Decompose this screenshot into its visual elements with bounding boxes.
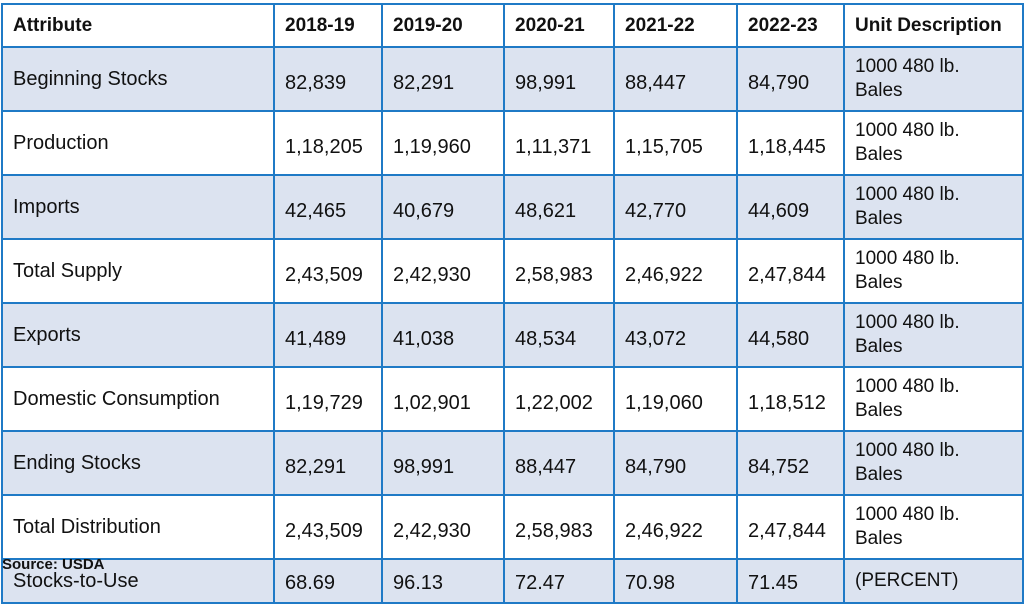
header-year: 2022-23 [736, 3, 845, 48]
row-value: 70.98 [613, 558, 738, 604]
table-row: Ending Stocks 82,291 98,991 88,447 84,790 84,… [1, 430, 1024, 496]
row-attribute: Total Distribution [1, 494, 275, 560]
row-unit: 1000 480 lb. Bales [843, 366, 1024, 432]
row-value: 1,19,960 [381, 110, 505, 176]
row-value: 1,19,729 [273, 366, 383, 432]
row-value: 41,489 [273, 302, 383, 368]
row-attribute: Total Supply [1, 238, 275, 304]
header-year: 2021-22 [613, 3, 738, 48]
row-value: 82,291 [273, 430, 383, 496]
row-value: 72.47 [503, 558, 615, 604]
row-unit: 1000 480 lb. Bales [843, 46, 1024, 112]
row-value: 88,447 [503, 430, 615, 496]
header-year: 2020-21 [503, 3, 615, 48]
row-value: 88,447 [613, 46, 738, 112]
table-row: Exports 41,489 41,038 48,534 43,072 44,580 100… [1, 302, 1024, 368]
source-note: Source: USDA [2, 556, 105, 573]
row-value: 96.13 [381, 558, 505, 604]
row-value: 2,43,509 [273, 238, 383, 304]
row-value: 84,790 [613, 430, 738, 496]
row-unit: 1000 480 lb. Bales [843, 174, 1024, 240]
row-unit: (PERCENT) [843, 558, 1024, 604]
row-unit: 1000 480 lb. Bales [843, 238, 1024, 304]
header-attribute: Attribute [1, 3, 275, 48]
row-value: 1,15,705 [613, 110, 738, 176]
table-row: Beginning Stocks 82,839 82,291 98,991 88,447… [1, 46, 1024, 112]
row-value: 48,621 [503, 174, 615, 240]
table-row: Production 1,18,205 1,19,960 1,11,371 1,15,7… [1, 110, 1024, 176]
row-value: 71.45 [736, 558, 845, 604]
row-value: 2,46,922 [613, 238, 738, 304]
row-value: 41,038 [381, 302, 505, 368]
table-row: Total Supply 2,43,509 2,42,930 2,58,983 2,46… [1, 238, 1024, 304]
row-value: 2,42,930 [381, 494, 505, 560]
row-value: 2,43,509 [273, 494, 383, 560]
table-row: Stocks-to-Use 68.69 96.13 72.47 70.98 71.45 (P… [1, 558, 1024, 604]
table-row: Total Distribution 2,43,509 2,42,930 2,58,9… [1, 494, 1024, 560]
row-value: 44,609 [736, 174, 845, 240]
header-unit-description: Unit Description [843, 3, 1024, 48]
row-value: 2,58,983 [503, 238, 615, 304]
row-value: 1,19,060 [613, 366, 738, 432]
row-value: 40,679 [381, 174, 505, 240]
table-row: Imports 42,465 40,679 48,621 42,770 44,609 100… [1, 174, 1024, 240]
row-value: 43,072 [613, 302, 738, 368]
row-attribute: Ending Stocks [1, 430, 275, 496]
row-value: 98,991 [381, 430, 505, 496]
row-value: 2,47,844 [736, 494, 845, 560]
row-attribute: Domestic Consumption [1, 366, 275, 432]
row-unit: 1000 480 lb. Bales [843, 302, 1024, 368]
header-row: Attribute 2018-19 2019-20 2020-21 2021-2… [1, 3, 1024, 48]
header-year: 2019-20 [381, 3, 505, 48]
row-unit: 1000 480 lb. Bales [843, 110, 1024, 176]
row-value: 98,991 [503, 46, 615, 112]
row-value: 82,291 [381, 46, 505, 112]
row-value: 42,770 [613, 174, 738, 240]
row-value: 2,47,844 [736, 238, 845, 304]
row-value: 84,752 [736, 430, 845, 496]
row-value: 48,534 [503, 302, 615, 368]
row-value: 1,18,512 [736, 366, 845, 432]
data-table-container: Attribute 2018-19 2019-20 2020-21 2021-2… [0, 3, 1024, 604]
row-value: 1,18,445 [736, 110, 845, 176]
row-value: 1,22,002 [503, 366, 615, 432]
row-attribute: Imports [1, 174, 275, 240]
row-value: 68.69 [273, 558, 383, 604]
row-unit: 1000 480 lb. Bales [843, 430, 1024, 496]
cotton-supply-table: Attribute 2018-19 2019-20 2020-21 2021-2… [1, 3, 1024, 604]
row-attribute: Beginning Stocks [1, 46, 275, 112]
row-value: 2,46,922 [613, 494, 738, 560]
row-value: 44,580 [736, 302, 845, 368]
row-unit: 1000 480 lb. Bales [843, 494, 1024, 560]
table-row: Domestic Consumption 1,19,729 1,02,901 1,22… [1, 366, 1024, 432]
row-value: 84,790 [736, 46, 845, 112]
row-value: 42,465 [273, 174, 383, 240]
row-value: 1,02,901 [381, 366, 505, 432]
row-value: 82,839 [273, 46, 383, 112]
header-year: 2018-19 [273, 3, 383, 48]
row-value: 2,58,983 [503, 494, 615, 560]
row-value: 1,11,371 [503, 110, 615, 176]
row-value: 2,42,930 [381, 238, 505, 304]
row-attribute: Exports [1, 302, 275, 368]
row-value: 1,18,205 [273, 110, 383, 176]
row-attribute: Production [1, 110, 275, 176]
